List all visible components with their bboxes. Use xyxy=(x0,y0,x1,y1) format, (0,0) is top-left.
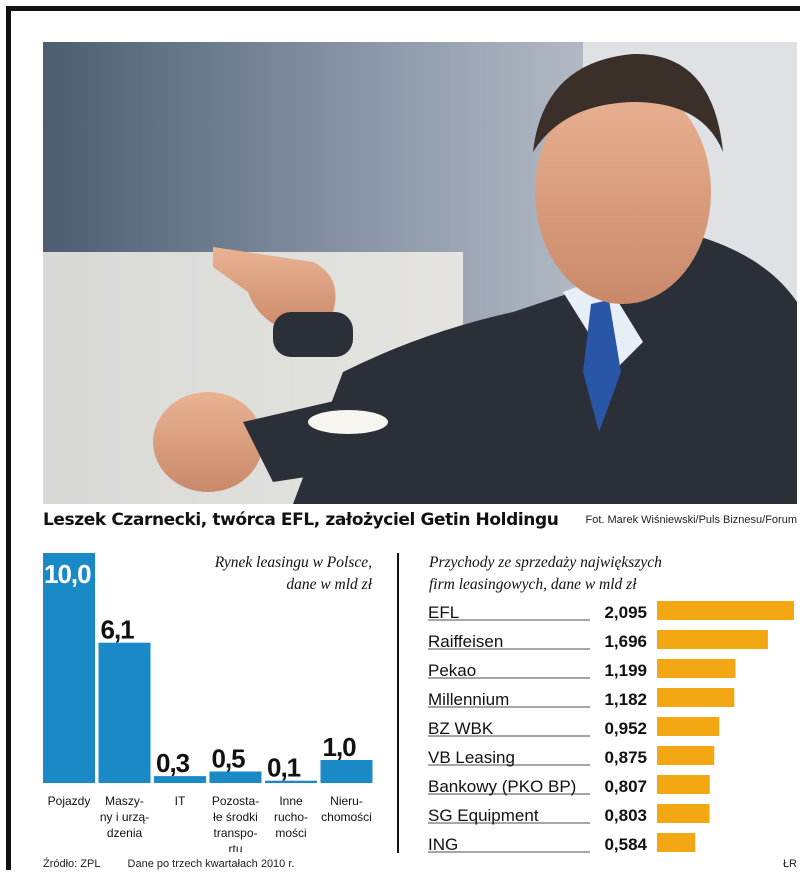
market-category-label: rtu xyxy=(228,842,242,852)
market-category-label: chomości xyxy=(321,810,372,824)
company-value-label: 1,199 xyxy=(604,661,647,680)
market-category-label: dzenia xyxy=(107,826,143,840)
right-chart-title-line: Przychody ze sprzedaży największych xyxy=(429,554,662,571)
market-value-label: 0,3 xyxy=(156,748,190,778)
portrait-illustration xyxy=(43,42,797,504)
market-bar xyxy=(98,642,151,783)
footer: Źródło: ZPL Dane po trzech kwartałach 20… xyxy=(43,858,318,870)
company-revenue-bar xyxy=(657,659,736,678)
company-name-label: Bankowy (PKO BP) xyxy=(428,777,576,796)
company-name-label: EFL xyxy=(428,603,459,622)
frame-left-rule xyxy=(6,6,11,870)
company-revenue-bar xyxy=(657,717,720,736)
data-period-note: Dane po trzech kwartałach 2010 r. xyxy=(127,858,295,870)
company-value-label: 0,803 xyxy=(604,806,647,825)
company-name-label: ING xyxy=(428,835,458,854)
market-bar-chart: 10,0 Pojazdy 6,1 Maszy-ny i urzą-dzenia 0,3 I… xyxy=(43,553,373,852)
market-bar xyxy=(43,553,95,783)
market-value-label: 0,5 xyxy=(212,744,246,774)
portrait-photo xyxy=(43,42,797,504)
market-category-label: rucho- xyxy=(274,810,308,824)
company-name-label: Pekao xyxy=(428,661,476,680)
photo-caption: Leszek Czarnecki, twórca EFL, założyciel… xyxy=(43,510,559,530)
revenue-bar-chart: EFL 2,095 Raiffeisen 1,696 Pekao 1,199 Millenn… xyxy=(428,601,794,854)
right-chart-title: Przychody ze sprzedaży największych firm… xyxy=(429,552,799,596)
company-revenue-bar xyxy=(657,833,696,852)
company-value-label: 1,182 xyxy=(604,690,647,709)
chart-divider xyxy=(397,553,399,853)
market-value-label: 6,1 xyxy=(101,615,135,645)
market-category-label: ny i urzą- xyxy=(100,810,149,824)
market-category-label: Inne xyxy=(279,794,303,808)
market-category-label: IT xyxy=(175,794,186,808)
right-chart-title-line: firm leasingowych, dane w mld zł xyxy=(429,576,637,593)
market-category-label: Pozosta- xyxy=(212,794,259,808)
market-category-label: mości xyxy=(275,826,306,840)
company-value-label: 0,875 xyxy=(604,748,647,767)
company-revenue-bar xyxy=(657,775,710,794)
company-value-label: 0,952 xyxy=(604,719,647,738)
market-bar xyxy=(265,780,317,783)
company-name-label: VB Leasing xyxy=(428,748,515,767)
company-revenue-bar xyxy=(657,804,710,823)
market-bar xyxy=(154,776,206,783)
market-value-label: 10,0 xyxy=(44,559,91,589)
company-value-label: 1,696 xyxy=(604,632,647,651)
company-name-label: Millennium xyxy=(428,690,509,709)
frame-top-rule xyxy=(6,6,800,11)
company-value-label: 0,807 xyxy=(604,777,647,796)
company-name-label: Raiffeisen xyxy=(428,632,503,651)
company-name-label: BZ WBK xyxy=(428,719,494,738)
market-category-label: transpo- xyxy=(213,826,257,840)
market-category-label: Maszy- xyxy=(105,794,144,808)
company-name-label: SG Equipment xyxy=(428,806,539,825)
source-note: Źródło: ZPL xyxy=(43,858,101,870)
market-category-label: łe środki xyxy=(213,810,258,824)
company-value-label: 0,584 xyxy=(604,835,647,854)
company-revenue-bar xyxy=(657,688,735,707)
market-bar xyxy=(209,771,262,783)
left-chart-title-line: dane w mld zł xyxy=(286,576,372,593)
author-initials: ŁR xyxy=(782,858,797,870)
market-category-label: Nieru- xyxy=(330,794,363,808)
market-value-label: 1,0 xyxy=(323,732,357,762)
company-revenue-bar xyxy=(657,601,794,620)
market-value-label: 0,1 xyxy=(267,753,301,783)
market-category-label: Pojazdy xyxy=(48,794,91,808)
company-revenue-bar xyxy=(657,746,715,765)
left-chart-title-line: Rynek leasingu w Polsce, xyxy=(214,554,372,571)
left-chart-title: Rynek leasingu w Polsce, dane w mld zł xyxy=(150,552,372,596)
company-revenue-bar xyxy=(657,630,768,649)
company-value-label: 2,095 xyxy=(604,603,647,622)
market-bar xyxy=(320,760,373,783)
photo-credit: Fot. Marek Wiśniewski/Puls Biznesu/Forum xyxy=(585,514,798,526)
